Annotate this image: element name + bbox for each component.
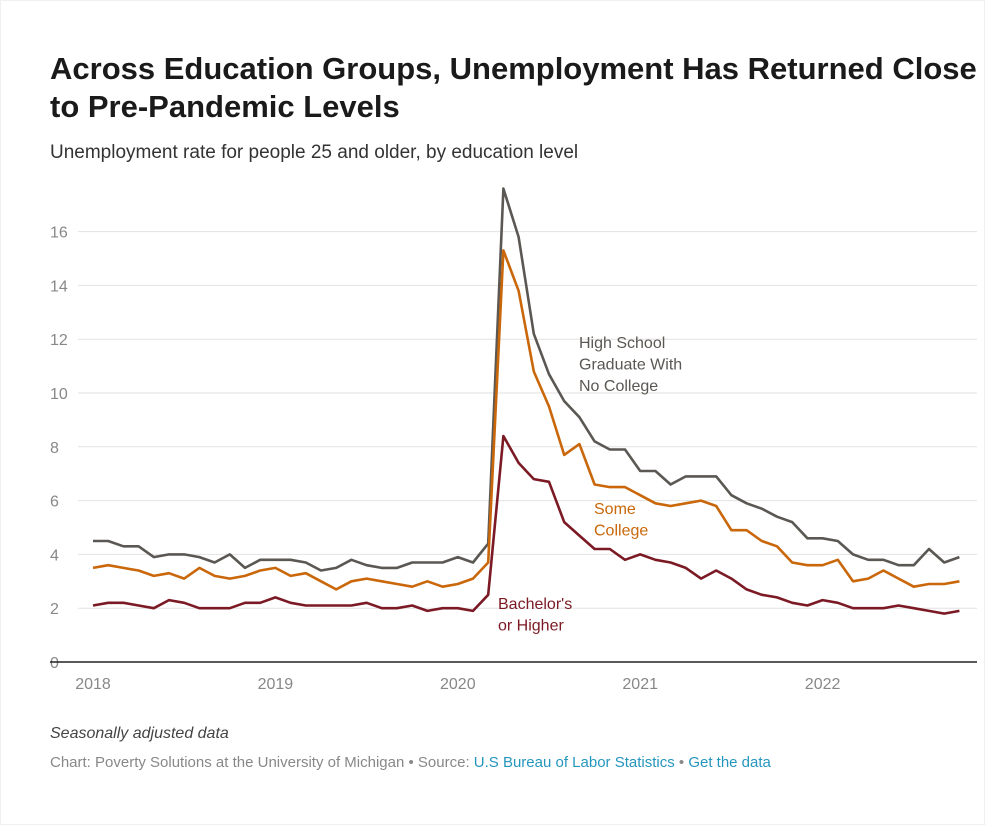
series-label: Some College: [594, 501, 648, 540]
series-label-line: No College: [579, 378, 658, 395]
series-line-0: [93, 187, 960, 572]
series-label-line: Bachelor's: [498, 596, 572, 613]
x-tick-label: 2020: [440, 676, 476, 693]
y-tick-label: 2: [50, 601, 59, 618]
chart-subtitle: Unemployment rate for people 25 and olde…: [50, 142, 579, 163]
footnote-seasonal: Seasonally adjusted data: [50, 725, 229, 742]
y-tick-label: 14: [50, 278, 68, 295]
separator: •: [674, 754, 689, 771]
y-tick-label: 4: [50, 547, 59, 564]
series-line-1: [92, 249, 960, 591]
series-label-line: or Higher: [498, 618, 564, 635]
series-line-2: [92, 434, 960, 615]
source-line: Chart: Poverty Solutions at the Universi…: [50, 754, 771, 771]
x-tick-label: 2022: [805, 676, 841, 693]
series-label: Bachelor's or Higher: [498, 596, 572, 635]
chart-title: Across Education Groups, Unemployment Ha…: [50, 51, 977, 124]
get-data-link[interactable]: Get the data: [688, 754, 771, 771]
credit-text: Chart: Poverty Solutions at the Universi…: [50, 754, 405, 771]
y-tick-label: 16: [50, 225, 68, 242]
y-tick-label: 10: [50, 386, 68, 403]
series-label-line: Some: [594, 501, 636, 518]
series-label-line: College: [594, 523, 648, 540]
series-label-line: High School: [579, 335, 665, 352]
series-label-line: Graduate With: [579, 357, 682, 374]
y-tick-label: 0: [50, 655, 59, 672]
separator: • Source:: [404, 754, 474, 771]
y-tick-label: 12: [50, 332, 68, 349]
x-tick-label: 2021: [622, 676, 658, 693]
y-tick-label: 6: [50, 494, 59, 511]
x-tick-label: 2018: [75, 676, 111, 693]
series-label: High School Graduate With No College: [579, 335, 682, 395]
y-tick-label: 8: [50, 440, 59, 457]
x-tick-label: 2019: [258, 676, 294, 693]
source-link[interactable]: U.S Bureau of Labor Statistics: [473, 754, 675, 771]
